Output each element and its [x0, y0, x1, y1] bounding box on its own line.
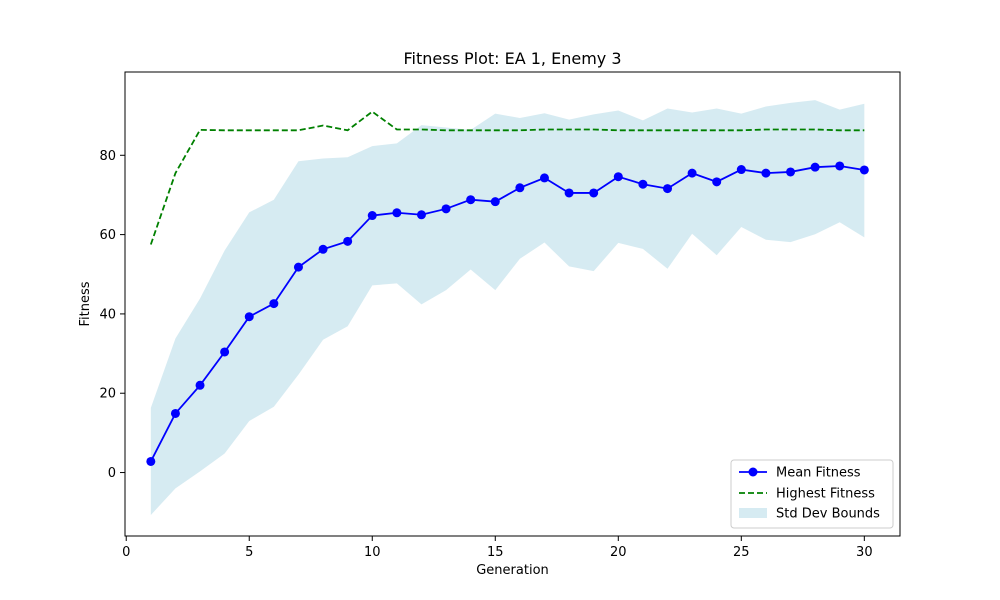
plot-area [146, 100, 869, 515]
y-axis: 0 20 40 60 80 [99, 149, 125, 481]
mean-fitness-point [416, 210, 426, 220]
plot-frame [124, 71, 901, 537]
y-tick-label: 60 [99, 228, 116, 243]
mean-fitness-point [564, 188, 574, 198]
mean-fitness-point [269, 299, 279, 309]
legend-mean-marker [748, 467, 758, 477]
mean-fitness-point [786, 167, 796, 177]
mean-fitness-point [515, 183, 525, 193]
mean-fitness-point [712, 177, 722, 187]
mean-fitness-point [244, 312, 254, 322]
y-tick-label: 20 [99, 387, 116, 402]
x-tick-label: 10 [364, 545, 381, 560]
y-tick-label: 40 [99, 307, 116, 322]
mean-fitness-point [638, 179, 648, 189]
legend-box [730, 459, 894, 529]
mean-fitness-point [687, 168, 697, 178]
x-axis-label: Generation [476, 563, 549, 578]
legend-band-swatch [739, 508, 767, 518]
mean-fitness-point [343, 236, 353, 246]
mean-fitness-point [367, 211, 377, 221]
mean-fitness-point [810, 162, 820, 172]
mean-fitness-point [613, 172, 623, 182]
mean-fitness-point [736, 165, 746, 175]
std-dev-band [150, 100, 865, 515]
mean-fitness-point [170, 408, 180, 418]
x-tick-label: 0 [122, 545, 130, 560]
highest-fitness-line [149, 110, 865, 245]
legend: Mean Fitness Highest Fitness Std Dev Bound… [730, 459, 894, 529]
mean-fitness-point [293, 262, 303, 272]
x-tick-label: 25 [733, 545, 750, 560]
y-axis-label: Fitness [78, 281, 93, 326]
mean-fitness-point [195, 380, 205, 390]
mean-fitness-point [318, 244, 328, 254]
mean-fitness-point [392, 208, 402, 218]
mean-fitness-point [761, 168, 771, 178]
mean-fitness-point [859, 165, 869, 175]
y-tick-label: 0 [108, 466, 116, 481]
legend-label: Highest Fitness [776, 487, 875, 502]
mean-fitness-point [539, 173, 549, 183]
x-tick-label: 5 [245, 545, 253, 560]
x-tick-label: 15 [487, 545, 504, 560]
x-tick-label: 30 [856, 545, 873, 560]
mean-fitness-point [490, 197, 500, 207]
mean-fitness-point [220, 347, 230, 357]
legend-label: Std Dev Bounds [776, 507, 880, 522]
y-tick-label: 80 [99, 149, 116, 164]
mean-fitness-point [835, 161, 845, 171]
x-tick-label: 20 [610, 545, 627, 560]
mean-fitness-point [466, 195, 476, 205]
chart-title: Fitness Plot: EA 1, Enemy 3 [403, 49, 621, 68]
mean-fitness-point [441, 204, 451, 214]
mean-fitness-point [589, 188, 599, 198]
mean-fitness-point [146, 456, 156, 466]
legend-label: Mean Fitness [776, 466, 861, 481]
mean-fitness-point [663, 184, 672, 194]
x-axis: 0 5 10 15 20 25 30 [122, 536, 873, 560]
